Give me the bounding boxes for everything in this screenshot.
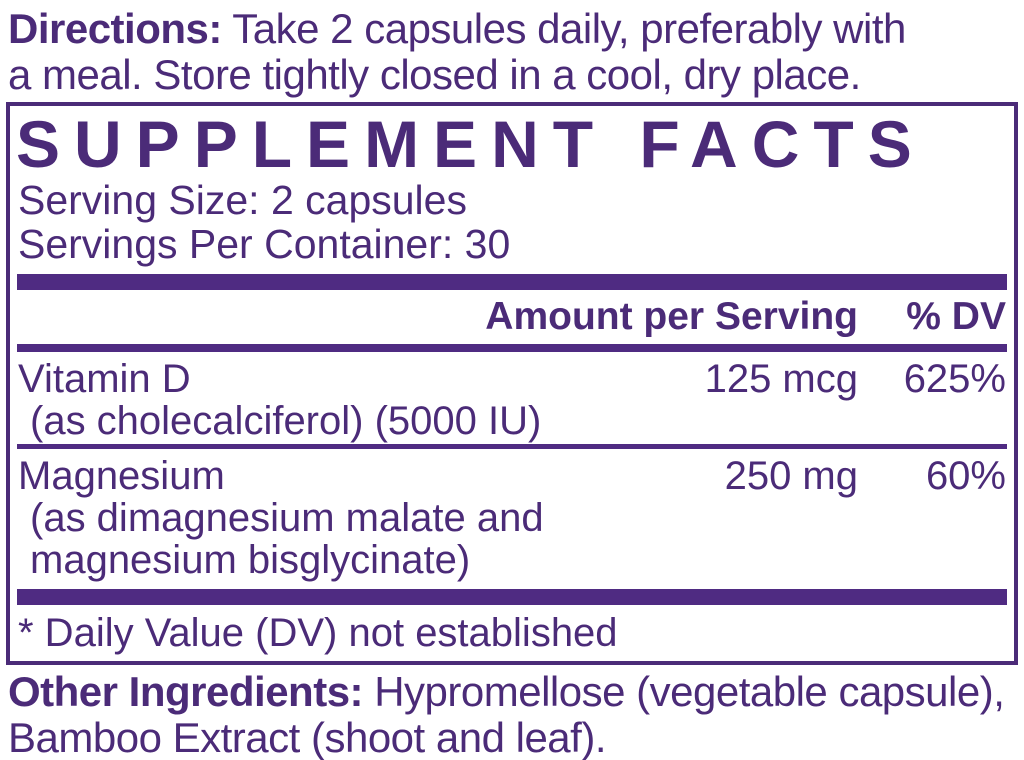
ingredient-dv: 625%	[903, 357, 1006, 401]
column-header-amount: Amount per Serving	[485, 295, 858, 338]
column-header-dv: % DV	[906, 295, 1006, 338]
supplement-facts-panel: SUPPLEMENT FACTS Serving Size: 2 capsule…	[6, 102, 1018, 665]
directions-line1: Directions: Take 2 capsules daily, prefe…	[8, 5, 906, 52]
other-ingredients-line1: Other Ingredients: Hypromellose (vegetab…	[8, 668, 1005, 715]
header-divider	[17, 344, 1007, 352]
row-divider	[17, 444, 1007, 449]
supplement-facts-title: SUPPLEMENT FACTS	[16, 107, 926, 181]
ingredient-detail: (as cholecalciferol) (5000 IU)	[30, 399, 542, 443]
table-column-header: Amount per Serving % DV	[14, 294, 1010, 340]
ingredient-detail: magnesium bisglycinate)	[30, 538, 471, 582]
column-header-spacer	[18, 294, 455, 340]
ingredient-dv: 60%	[925, 454, 1006, 498]
ingredient-name: Vitamin D	[18, 357, 191, 401]
serving-size: Serving Size: 2 capsules	[18, 177, 467, 223]
table-row-vitamin-d: Vitamin D 125 mcg 625%	[14, 352, 1010, 400]
ingredient-name: Magnesium	[18, 454, 225, 498]
servings-per-container: Servings Per Container: 30	[18, 221, 511, 267]
daily-value-footnote: * Daily Value (DV) not established	[18, 611, 618, 655]
other-ingredients-label: Other Ingredients:	[8, 668, 364, 715]
ingredient-amount: 250 mg	[724, 454, 858, 498]
ingredient-detail: (as dimagnesium malate and	[30, 496, 544, 540]
separator-bar-bottom	[17, 589, 1007, 605]
directions-label: Directions:	[8, 5, 222, 52]
other-ingredients-line2: Bamboo Extract (shoot and leaf).	[8, 714, 606, 760]
other-ingredients: Other Ingredients: Hypromellose (vegetab…	[0, 665, 1024, 760]
directions-line2: a meal. Store tightly closed in a cool, …	[8, 51, 861, 98]
separator-bar-top	[17, 274, 1007, 290]
table-row-magnesium: Magnesium 250 mg 60%	[14, 449, 1010, 497]
directions-text: Directions: Take 2 capsules daily, prefe…	[0, 0, 1024, 98]
ingredient-amount: 125 mcg	[704, 357, 858, 401]
